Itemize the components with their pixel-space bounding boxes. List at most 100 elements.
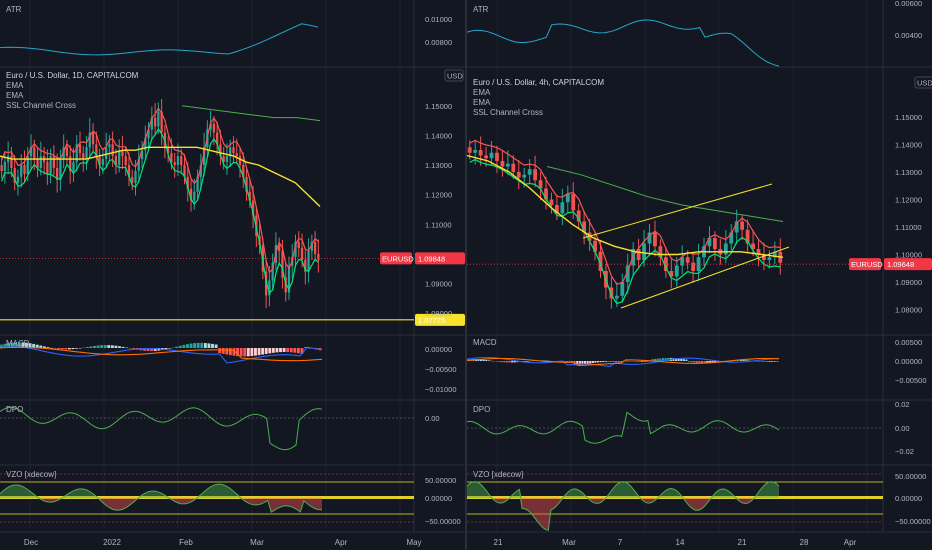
vzo-zero-band — [0, 496, 414, 499]
candle-body — [281, 250, 284, 278]
indicator-legend-item: EMA — [473, 88, 491, 97]
currency-badge — [914, 76, 932, 89]
macd-histogram-bar — [480, 359, 483, 361]
candle-body — [500, 161, 505, 167]
macd-histogram-bar — [39, 345, 43, 348]
macd-histogram-bar — [304, 346, 307, 348]
macd-histogram-bar — [589, 361, 592, 364]
candle-body — [582, 221, 587, 233]
macd-histogram-bar — [35, 344, 39, 348]
price-tick-label: 1.15000 — [895, 113, 922, 122]
candle-body — [647, 232, 652, 244]
candle-body — [571, 194, 576, 211]
macd-histogram-bar — [153, 348, 157, 351]
candle-body — [222, 156, 225, 163]
macd-histogram-bar — [526, 361, 529, 362]
macd-histogram-bar — [706, 361, 709, 363]
candle-body — [310, 242, 313, 251]
macd-histogram-bar — [768, 361, 771, 362]
panel-divider[interactable] — [465, 0, 467, 550]
macd-histogram-bar — [508, 361, 511, 363]
candle-body — [104, 147, 108, 160]
price-tick-label: 1.08000 — [425, 309, 452, 318]
macd-histogram-bar — [771, 361, 774, 362]
time-axis-label: 21 — [738, 538, 747, 547]
candle-body — [20, 165, 23, 177]
macd-histogram-bar — [766, 361, 769, 362]
macd-histogram-bar — [578, 361, 581, 365]
macd-histogram-bar — [524, 361, 527, 362]
macd-histogram-bar — [14, 342, 18, 348]
macd-histogram-bar — [60, 348, 64, 350]
candle-body — [527, 169, 532, 175]
macd-histogram-bar — [776, 361, 779, 362]
candle-body — [691, 262, 696, 271]
macd-histogram-bar — [193, 343, 197, 348]
chart-canvas-left[interactable]: ATR 0.01000 0.00800 1.07775 Euro / U.S. Doll… — [0, 0, 465, 550]
atr-label: ATR — [6, 5, 22, 14]
candle-body — [772, 251, 777, 258]
candle-body — [75, 144, 78, 163]
macd-histogram-bar — [638, 361, 641, 362]
candle-body — [108, 144, 111, 148]
macd-histogram-bar — [57, 348, 61, 349]
candle-body — [300, 247, 304, 260]
macd-histogram-bar — [246, 348, 250, 357]
candle-body — [118, 150, 121, 166]
macd-histogram-bar — [143, 348, 146, 351]
vzo-tick-label: 0.00000 — [425, 494, 452, 503]
macd-histogram-bar — [196, 342, 200, 348]
macd-histogram-bar — [221, 348, 225, 354]
vzo-positive-fill — [0, 484, 322, 498]
candle-body — [495, 152, 499, 161]
candle-body — [745, 229, 750, 244]
macd-histogram-bar — [695, 361, 698, 363]
macd-histogram-bar — [511, 361, 514, 363]
macd-histogram-bar — [71, 348, 75, 350]
indicator-legend-item: EMA — [6, 81, 24, 90]
ema-slow-line — [181, 105, 321, 122]
macd-histogram-bar — [271, 348, 275, 353]
chart-panel-right[interactable]: ATR 0.00600 0.00400 Euro / U.S. Dollar, 4h,… — [467, 0, 932, 550]
macd-histogram-bar — [503, 361, 506, 363]
macd-histogram-bar — [599, 361, 602, 363]
macd-histogram-bar — [615, 361, 618, 363]
candle-body — [294, 242, 297, 257]
vzo-positive-fill — [467, 481, 779, 498]
candle-body — [85, 147, 88, 160]
macd-tick-label: 0.00000 — [425, 345, 452, 354]
macd-histogram-bar — [610, 361, 613, 362]
candle-body — [614, 295, 619, 299]
macd-histogram-bar — [200, 342, 204, 348]
time-axis-background — [467, 532, 932, 550]
macd-histogram-bar — [78, 348, 82, 349]
candle-body — [82, 153, 85, 160]
chart-canvas-right[interactable]: ATR 0.00600 0.00400 Euro / U.S. Dollar, 4h,… — [467, 0, 932, 550]
macd-histogram-bar — [121, 346, 125, 348]
dpo-tick-label: 0.00 — [425, 414, 440, 423]
price-tick-label: 1.14000 — [425, 131, 452, 140]
candle-body — [153, 117, 157, 127]
macd-histogram-bar — [607, 361, 610, 362]
chart-panel-left[interactable]: ATR 0.01000 0.00800 1.07775 Euro / U.S. Doll… — [0, 0, 465, 550]
last-price-tag-text: 1.09648 — [887, 260, 914, 269]
macd-histogram-bar — [42, 346, 46, 348]
candle-body — [317, 253, 320, 260]
vzo-label: VZO [xdecow] — [473, 470, 523, 479]
price-tick-label: 1.11000 — [425, 220, 452, 229]
price-tick-label: 1.10000 — [895, 251, 922, 260]
candle-body — [238, 156, 242, 166]
macd-histogram-bar — [296, 348, 300, 354]
candle-body — [674, 265, 679, 277]
macd-histogram-bar — [146, 348, 150, 352]
macd-histogram-bar — [282, 348, 286, 352]
price-tick-label: 1.11000 — [895, 223, 922, 232]
candle-body — [478, 150, 483, 156]
candle-body — [669, 271, 674, 277]
macd-histogram-bar — [688, 361, 691, 362]
candle-body — [538, 180, 543, 189]
price-tick-label: 1.08000 — [895, 306, 922, 315]
candle-body — [685, 257, 690, 263]
time-axis-label: 14 — [676, 538, 685, 547]
candle-body — [180, 156, 183, 166]
